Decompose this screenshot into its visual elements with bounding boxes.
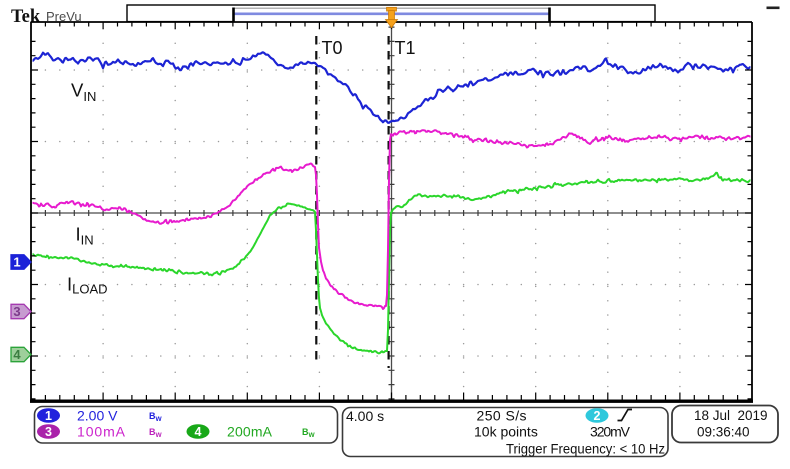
svg-text:PreVu: PreVu (46, 9, 82, 24)
svg-text:2: 2 (594, 409, 601, 423)
svg-text:2.00 V: 2.00 V (77, 408, 118, 424)
svg-text:18 Jul 2019: 18 Jul 2019 (694, 408, 768, 423)
svg-text:3: 3 (45, 425, 52, 439)
svg-text:4: 4 (13, 347, 21, 362)
svg-text:1: 1 (45, 409, 52, 423)
svg-text:T1: T1 (395, 38, 416, 58)
svg-text:4: 4 (195, 425, 202, 439)
svg-text:09:36:40: 09:36:40 (697, 425, 750, 440)
svg-text:Trigger Frequency: < 10 Hz: Trigger Frequency: < 10 Hz (506, 442, 665, 457)
svg-text:320mV: 320mV (590, 424, 631, 440)
svg-text:Tek: Tek (11, 7, 41, 27)
svg-text:4.00 s: 4.00 s (346, 408, 384, 424)
svg-text:3: 3 (13, 304, 20, 319)
svg-text:10k points: 10k points (474, 424, 538, 440)
svg-text:T0: T0 (322, 38, 343, 58)
svg-text:250 S/s: 250 S/s (477, 408, 527, 424)
svg-text:200mA: 200mA (227, 424, 273, 440)
svg-text:1: 1 (13, 255, 20, 270)
svg-text:100mA: 100mA (77, 424, 126, 440)
